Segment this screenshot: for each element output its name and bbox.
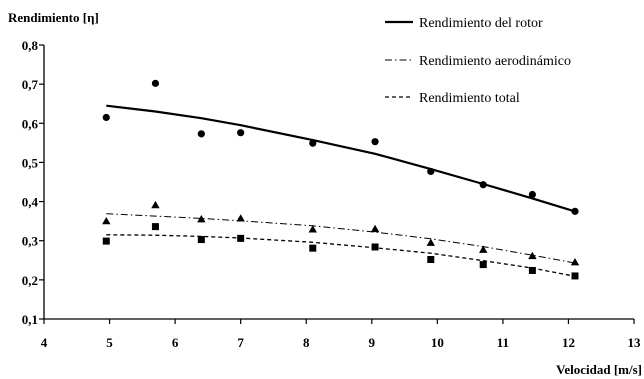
data-point-total (479, 261, 487, 269)
x-tick-label: 13 (628, 335, 642, 350)
data-point-total (528, 266, 536, 274)
data-point-total (371, 243, 379, 251)
axes: 4 5 6 7 8 9 10 11 12 13 0,1 0,2 0,3 0,4 0,5 0,6 0,7 0,8 (22, 38, 641, 350)
legend-label-total: Rendimiento total (419, 91, 520, 106)
y-tick-label: 0,2 (22, 273, 38, 288)
y-tick-label: 0,7 (22, 77, 39, 92)
y-tick-label: 0,5 (22, 155, 39, 170)
data-point-aerodinamico (236, 214, 245, 222)
data-point-aerodinamico (102, 216, 111, 225)
data-point-rotor (102, 113, 110, 122)
trend-lines (106, 104, 576, 277)
legend: Rendimiento del rotor Rendimiento aerodi… (385, 16, 571, 106)
data-point-rotor (151, 79, 160, 87)
data-point-total (237, 234, 245, 242)
legend-label-rotor: Rendimiento del rotor (419, 16, 543, 31)
x-tick-label: 5 (106, 335, 113, 350)
data-point-total (427, 256, 435, 264)
data-points (102, 79, 580, 280)
y-tick-label: 0,6 (22, 116, 39, 131)
data-point-rotor (528, 190, 536, 199)
x-tick-label: 11 (497, 335, 509, 350)
data-point-aerodinamico (308, 225, 317, 233)
y-tick-label: 0,4 (22, 195, 39, 210)
x-tick-label: 12 (562, 335, 575, 350)
x-axis-title: Velocidad [m/s] (556, 362, 642, 377)
trend-line-rotor (106, 104, 576, 213)
data-point-total (197, 236, 205, 244)
data-point-rotor (237, 129, 245, 137)
data-point-aerodinamico (570, 258, 580, 266)
data-point-aerodinamico (426, 238, 435, 246)
data-point-aerodinamico (479, 245, 488, 253)
x-tick-label: 4 (41, 335, 48, 350)
x-tick-label: 7 (237, 335, 244, 350)
data-point-aerodinamico (151, 200, 160, 209)
legend-label-aerodinamico: Rendimiento aerodinámico (419, 54, 571, 69)
data-point-total (151, 223, 159, 231)
data-point-total (102, 237, 110, 245)
data-point-rotor (479, 181, 487, 189)
y-tick-label: 0,3 (22, 234, 39, 249)
data-point-rotor (309, 139, 317, 147)
data-point-rotor (427, 167, 435, 176)
data-point-aerodinamico (370, 224, 380, 233)
data-point-rotor (197, 130, 205, 138)
data-point-rotor (571, 207, 579, 215)
data-point-total (309, 244, 317, 252)
data-point-aerodinamico (197, 214, 206, 223)
data-point-total (571, 272, 579, 280)
y-axis-title: Rendimiento [η] (8, 10, 99, 25)
data-point-rotor (371, 138, 379, 146)
x-tick-label: 9 (369, 335, 376, 350)
trend-line-aerodinamico (106, 213, 576, 264)
trend-line-total (106, 234, 576, 277)
x-tick-label: 6 (172, 335, 179, 350)
x-tick-label: 8 (303, 335, 310, 350)
x-tick-label: 10 (431, 335, 444, 350)
y-tick-label: 0,8 (22, 38, 39, 53)
y-tick-label: 0,1 (22, 312, 38, 327)
data-point-aerodinamico (528, 251, 537, 260)
